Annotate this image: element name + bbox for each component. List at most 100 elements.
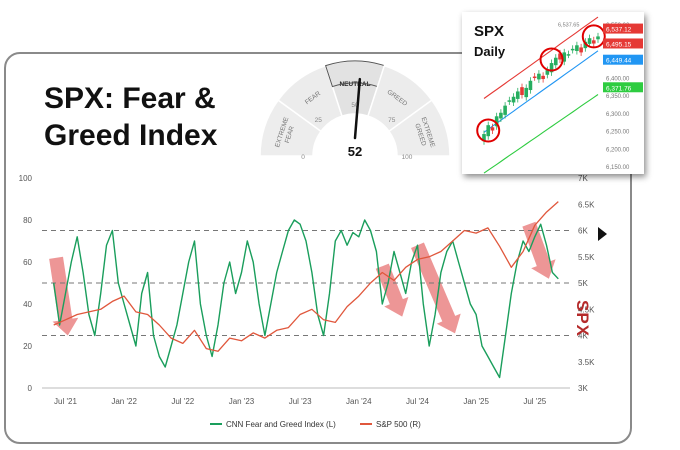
left-tick-label: 20 — [23, 342, 32, 351]
right-tick-label: 3K — [578, 384, 588, 393]
inset-candle — [494, 116, 499, 127]
inset-price-tag — [603, 54, 643, 65]
inset-candle — [486, 125, 491, 137]
inset-highlight-circle — [539, 47, 564, 72]
inset-candle — [566, 54, 571, 56]
gauge-tick-label: 0 — [301, 154, 305, 161]
inset-subtitle: Daily — [474, 44, 506, 59]
inset-candle — [507, 100, 512, 102]
inset-price-tag-label: 6,371.76 — [606, 85, 632, 92]
title-line-1: SPX: Fear & — [44, 82, 216, 115]
trend-arrow — [375, 263, 409, 317]
inset-candle — [591, 40, 596, 44]
inset-candle — [537, 73, 541, 80]
fear-greed-line — [53, 219, 559, 379]
inset-tick-label: 6,400.00 — [606, 76, 630, 82]
inset-price-tag-label: 6,537.12 — [606, 27, 632, 34]
left-tick-label: 80 — [23, 216, 32, 225]
inset-price-tag-label: 6,449.44 — [606, 58, 632, 65]
inset-price-tag-label: 6,495.15 — [606, 41, 632, 48]
inset-tick-label: 6,150.00 — [606, 165, 630, 171]
right-tick-label: 3.5K — [578, 358, 595, 367]
inset-candle — [482, 134, 486, 142]
legend-label: S&P 500 (R) — [376, 420, 421, 429]
inset-candle — [553, 57, 558, 66]
page-title: SPX: Fear & Greed Index — [44, 80, 264, 154]
inset-candle — [579, 47, 583, 53]
right-tick-label: 6.5K — [578, 200, 595, 209]
inset-title: SPX Daily — [474, 22, 505, 62]
x-tick-label: Jul '21 — [54, 397, 77, 406]
inset-candle — [562, 52, 567, 62]
x-tick-label: Jan '23 — [229, 397, 255, 406]
x-tick-label: Jan '25 — [463, 397, 489, 406]
inset-candle — [545, 70, 550, 75]
inset-candle — [596, 36, 600, 40]
x-tick-label: Jan '24 — [346, 397, 372, 406]
right-axis-label: SPX — [573, 300, 592, 338]
inset-candle — [515, 91, 520, 99]
gauge-tick-label: 75 — [388, 117, 396, 124]
spx-daily-inset: 6,550.006,500.006,450.006,400.006,350.00… — [462, 12, 644, 174]
trend-arrow — [49, 256, 79, 336]
right-tick-label: 5.5K — [578, 253, 595, 262]
x-tick-label: Jul '25 — [523, 397, 546, 406]
right-tick-label: 5K — [578, 279, 588, 288]
inset-candle — [528, 80, 533, 91]
right-tick-label: 4.5K — [578, 305, 595, 314]
x-tick-label: Jan '22 — [111, 397, 137, 406]
x-tick-label: Jul '24 — [406, 397, 429, 406]
legend: CNN Fear and Greed Index (L) S&P 500 (R) — [210, 420, 421, 429]
inset-candle — [503, 105, 507, 115]
gauge-band-label: NEUTRAL — [339, 81, 370, 88]
trend-arrow — [411, 242, 461, 334]
x-tick-label: Jul '22 — [171, 397, 194, 406]
inset-candle — [490, 127, 495, 131]
legend-label: CNN Fear and Greed Index (L) — [226, 420, 336, 429]
inset-candle — [570, 48, 575, 51]
left-tick-label: 0 — [28, 384, 33, 393]
gauge-tick-label: 50 — [351, 102, 359, 109]
play-icon — [598, 227, 607, 241]
gauge-band-5 — [387, 99, 451, 157]
left-tick-label: 40 — [23, 300, 32, 309]
inset-price-tag — [603, 38, 643, 49]
inset-candle — [511, 96, 516, 103]
left-tick-label: 100 — [19, 174, 33, 183]
gauge-tick-label: 100 — [402, 154, 413, 161]
inset-mid-band — [483, 50, 599, 133]
inset-candle — [520, 87, 524, 95]
inset-tick-label: 6,300.00 — [606, 112, 630, 118]
inset-price-tag — [603, 82, 643, 93]
inset-candle — [499, 112, 503, 119]
inset-lower-band — [483, 94, 599, 174]
x-tick-label: Jul '23 — [289, 397, 312, 406]
inset-candle — [541, 75, 545, 80]
left-tick-label: 60 — [23, 258, 32, 267]
inset-candle — [524, 87, 529, 98]
inset-candle — [549, 63, 554, 73]
inset-candle — [587, 38, 592, 44]
inset-tick-label: 6,350.00 — [606, 94, 630, 100]
sp500-line — [53, 201, 559, 352]
right-tick-label: 6K — [578, 227, 588, 236]
inset-candle — [558, 53, 562, 60]
right-tick-label: 7K — [578, 174, 588, 183]
inset-price-tag — [603, 23, 643, 34]
inset-tick-label: 6,250.00 — [606, 130, 630, 136]
gauge-needle — [353, 77, 362, 140]
inset-tick-label: 6,200.00 — [606, 147, 630, 153]
gauge-value: 52 — [348, 144, 362, 159]
title-line-2: Greed Index — [44, 119, 218, 152]
inset-candle — [532, 76, 537, 79]
inset-candle — [575, 45, 579, 51]
inset-candle-chart: 6,550.006,500.006,450.006,400.006,350.00… — [476, 16, 643, 174]
inset-top-label: 6,537.65 — [558, 22, 579, 28]
inset-highlight-circle — [476, 118, 501, 143]
right-tick-label: 4K — [578, 332, 588, 341]
inset-title-text: SPX — [474, 23, 505, 40]
gauge-tick-label: 25 — [315, 117, 323, 124]
inset-highlight-circle — [581, 24, 606, 49]
fear-greed-gauge: EXTREMEFEARFEARNEUTRALGREEDEXTREMEGREED0… — [259, 60, 451, 161]
